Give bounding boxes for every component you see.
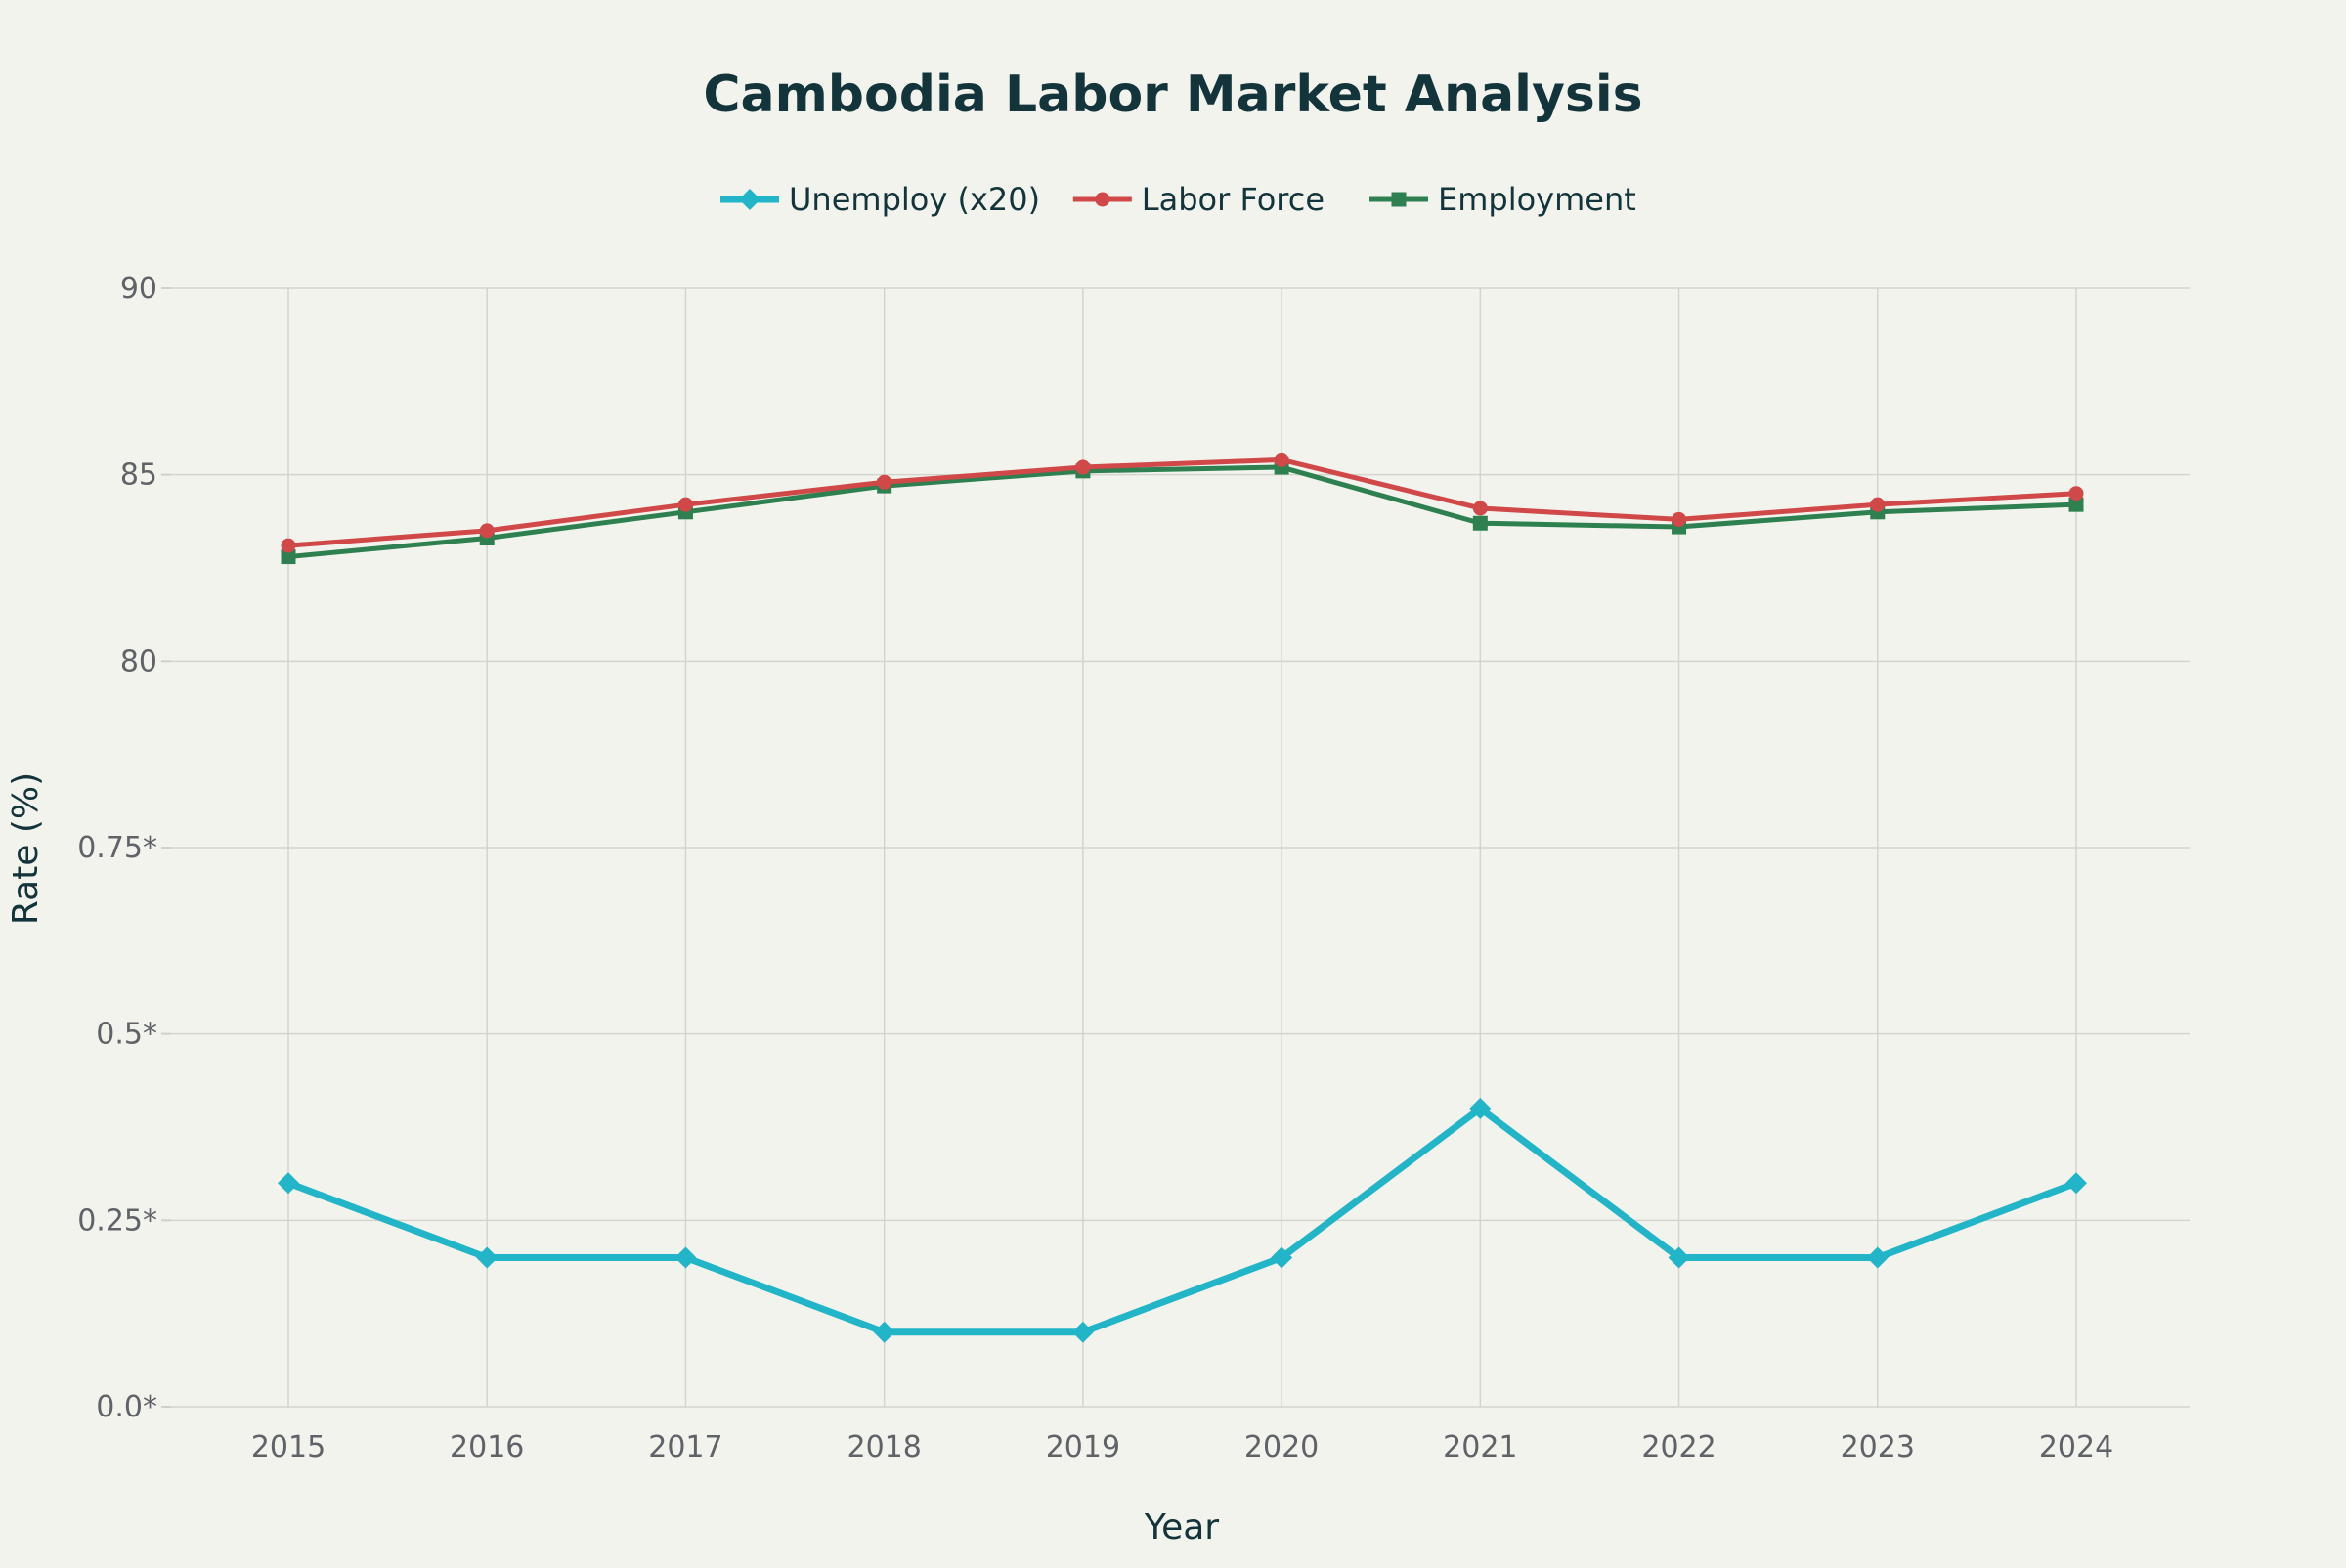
legend-label: Labor Force <box>1142 181 1325 218</box>
data-point-labor-force <box>1870 497 1886 512</box>
data-point-labor-force <box>1075 459 1091 475</box>
x-axis: 2015 2016 2017 2018 2019 2020 2021 2022 2023 2024 <box>251 1430 2113 1464</box>
data-point-unemploy-x20 <box>1866 1246 1889 1269</box>
data-point-unemploy-x20 <box>1071 1321 1094 1343</box>
x-axis-title: Year <box>1144 1507 1219 1547</box>
legend-item-employment[interactable]: Employment <box>1369 181 1636 218</box>
y-tick-label: 0.0* <box>96 1390 157 1424</box>
x-tick-label: 2022 <box>1641 1430 1716 1464</box>
x-tick-label: 2024 <box>2039 1430 2113 1464</box>
legend-swatch-marker <box>739 189 760 210</box>
y-tick-label: 90 <box>120 272 157 306</box>
x-tick-label: 2015 <box>251 1430 326 1464</box>
series-unemploy-x20 <box>278 1097 2087 1343</box>
data-point-labor-force <box>1672 511 1687 527</box>
series-line-unemploy-x20 <box>286 1105 2078 1336</box>
data-point-unemploy-x20 <box>1469 1097 1492 1119</box>
x-tick-label: 2017 <box>648 1430 722 1464</box>
x-tick-label: 2019 <box>1046 1430 1120 1464</box>
series-employment <box>281 459 2084 565</box>
y-tick-label: 0.75* <box>77 831 157 865</box>
data-point-unemploy-x20 <box>1271 1246 1293 1269</box>
chart-title: Cambodia Labor Market Analysis <box>703 65 1642 124</box>
series-labor-force <box>281 452 2084 553</box>
y-tick-label: 85 <box>120 458 157 493</box>
legend-swatch-marker <box>1095 192 1110 207</box>
data-point-labor-force <box>2068 486 2084 501</box>
y-tick-label: 0.5* <box>96 1018 157 1052</box>
data-point-labor-force <box>1274 452 1289 467</box>
series-line-employment <box>287 464 2077 560</box>
data-point-unemploy-x20 <box>1668 1246 1690 1269</box>
data-point-unemploy-x20 <box>873 1321 895 1343</box>
data-point-labor-force <box>281 538 296 553</box>
y-axis-title: Rate (%) <box>6 772 46 925</box>
series-line-labor-force <box>287 457 2077 548</box>
chart-legend: Unemploy (x20) Labor Force Employment <box>720 181 1636 218</box>
data-point-labor-force <box>877 474 892 490</box>
data-point-labor-force <box>479 523 495 539</box>
data-point-employment <box>1472 515 1488 531</box>
x-tick-label: 2016 <box>450 1430 524 1464</box>
data-point-employment <box>2068 497 2084 512</box>
legend-item-labor-force[interactable]: Labor Force <box>1072 181 1325 218</box>
data-point-employment <box>281 549 296 565</box>
x-tick-label: 2018 <box>847 1430 921 1464</box>
series-layer <box>278 452 2087 1343</box>
data-point-labor-force <box>677 497 693 512</box>
legend-item-unemploy-x20[interactable]: Unemploy (x20) <box>720 181 1040 218</box>
grid-lines <box>171 287 2190 1408</box>
legend-label: Unemploy (x20) <box>789 181 1040 218</box>
data-point-labor-force <box>1472 501 1488 516</box>
data-point-unemploy-x20 <box>278 1172 299 1195</box>
data-point-unemploy-x20 <box>476 1246 499 1269</box>
x-tick-label: 2023 <box>1841 1430 1915 1464</box>
legend-label: Employment <box>1438 181 1636 218</box>
y-tick-label: 80 <box>120 644 157 678</box>
y-axis: 0.0* 0.25* 0.5* 0.75* 80 85 90 <box>77 272 171 1424</box>
data-point-unemploy-x20 <box>2065 1172 2087 1195</box>
x-tick-label: 2020 <box>1244 1430 1319 1464</box>
x-tick-label: 2021 <box>1443 1430 1517 1464</box>
data-point-unemploy-x20 <box>674 1246 697 1269</box>
legend-swatch-marker <box>1391 192 1407 207</box>
y-tick-label: 0.25* <box>77 1203 157 1238</box>
